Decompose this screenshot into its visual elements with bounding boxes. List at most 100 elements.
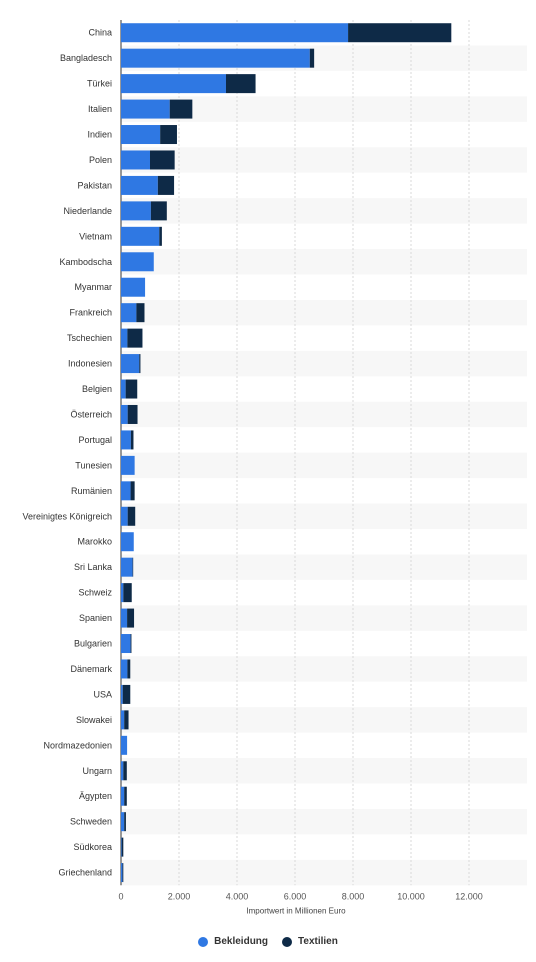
- bar-bekleidung[interactable]: [121, 506, 128, 526]
- bar-textilien[interactable]: [130, 634, 132, 654]
- bar-bekleidung[interactable]: [121, 812, 125, 832]
- bar-bekleidung[interactable]: [121, 74, 226, 94]
- bar-bekleidung[interactable]: [121, 532, 134, 552]
- bar-bekleidung[interactable]: [121, 557, 133, 577]
- bar-bekleidung[interactable]: [121, 303, 137, 323]
- row-band: [121, 707, 527, 733]
- bar-bekleidung[interactable]: [121, 252, 154, 272]
- x-tick-label: 8.000: [342, 891, 365, 901]
- bar-bekleidung[interactable]: [121, 277, 146, 297]
- bar-textilien[interactable]: [157, 175, 175, 195]
- bar-bekleidung[interactable]: [121, 659, 128, 679]
- bar-textilien[interactable]: [125, 379, 138, 399]
- row-band: [121, 605, 527, 631]
- row-band: [121, 503, 527, 529]
- bar-textilien[interactable]: [122, 863, 124, 883]
- category-label: Spanien: [79, 613, 112, 623]
- bar-bekleidung[interactable]: [121, 735, 128, 755]
- bar-textilien[interactable]: [139, 354, 141, 374]
- bar-textilien[interactable]: [130, 481, 135, 501]
- bar-textilien[interactable]: [123, 761, 127, 781]
- bar-textilien[interactable]: [121, 837, 124, 857]
- bar-bekleidung[interactable]: [121, 404, 128, 424]
- x-tick-label: 6.000: [284, 891, 307, 901]
- bar-textilien[interactable]: [124, 812, 126, 832]
- category-label: Sri Lanka: [74, 562, 112, 572]
- bar-textilien[interactable]: [127, 506, 136, 526]
- bar-textilien[interactable]: [123, 583, 132, 603]
- bar-bekleidung[interactable]: [121, 481, 131, 501]
- category-label: Niederlande: [63, 206, 112, 216]
- bar-textilien[interactable]: [130, 430, 134, 450]
- bar-textilien[interactable]: [160, 125, 177, 145]
- bar-textilien[interactable]: [127, 608, 135, 628]
- legend-item-textilien[interactable]: Textilien: [282, 936, 338, 947]
- bar-bekleidung[interactable]: [121, 455, 135, 475]
- category-label: Österreich: [70, 409, 112, 419]
- category-label: Slowakei: [76, 715, 112, 725]
- bar-bekleidung[interactable]: [121, 634, 131, 654]
- bar-textilien[interactable]: [348, 23, 452, 43]
- bar-bekleidung[interactable]: [121, 837, 122, 857]
- bar-textilien[interactable]: [132, 557, 134, 577]
- x-axis-title: Importwert in Millionen Euro: [246, 906, 346, 915]
- bar-textilien[interactable]: [159, 226, 162, 246]
- legend-marker-textilien: [282, 936, 293, 947]
- bar-textilien[interactable]: [169, 99, 193, 119]
- bar-textilien[interactable]: [150, 150, 175, 170]
- category-label: Nordmazedonien: [43, 740, 112, 750]
- bar-textilien[interactable]: [122, 684, 131, 704]
- bar-textilien[interactable]: [309, 48, 315, 68]
- row-band: [121, 452, 527, 479]
- category-label: Indonesien: [68, 359, 112, 369]
- bar-textilien[interactable]: [127, 659, 131, 679]
- category-label: Italien: [88, 104, 112, 114]
- row-band: [121, 554, 527, 580]
- bar-bekleidung[interactable]: [121, 863, 123, 883]
- bar-textilien[interactable]: [136, 303, 145, 323]
- bar-textilien[interactable]: [225, 74, 256, 94]
- x-tick-labels: 0 2.000 4.000 6.000 8.000 10.000 12.000: [118, 891, 482, 901]
- legend-item-bekleidung[interactable]: Bekleidung: [198, 936, 268, 947]
- category-label: Griechenland: [58, 868, 112, 878]
- row-band: [121, 350, 527, 377]
- bar-textilien[interactable]: [124, 786, 127, 806]
- bar-bekleidung[interactable]: [121, 684, 123, 704]
- bar-bekleidung[interactable]: [121, 379, 126, 399]
- x-tick-label: 2.000: [168, 891, 191, 901]
- category-label: Türkei: [87, 79, 112, 89]
- category-label: USA: [93, 689, 112, 699]
- bar-bekleidung[interactable]: [121, 583, 124, 603]
- bar-bekleidung[interactable]: [121, 175, 158, 195]
- category-label: Schweiz: [78, 588, 112, 598]
- bar-bekleidung[interactable]: [121, 201, 151, 221]
- legend-marker-bekleidung: [198, 936, 209, 947]
- category-label: China: [88, 28, 112, 38]
- category-label: Kambodscha: [59, 257, 112, 267]
- bar-bekleidung[interactable]: [121, 23, 349, 43]
- bar-bekleidung[interactable]: [121, 710, 125, 730]
- category-label: Südkorea: [73, 842, 112, 852]
- category-label: Tschechien: [67, 333, 112, 343]
- bar-bekleidung[interactable]: [121, 786, 125, 806]
- bar-textilien[interactable]: [127, 328, 143, 348]
- bar-bekleidung[interactable]: [121, 328, 128, 348]
- bar-textilien[interactable]: [124, 710, 129, 730]
- bar-bekleidung[interactable]: [121, 430, 131, 450]
- bar-bekleidung[interactable]: [121, 608, 128, 628]
- category-label: Pakistan: [77, 180, 112, 190]
- category-label: Schweden: [70, 817, 112, 827]
- category-label: Bangladesch: [60, 53, 112, 63]
- bar-bekleidung[interactable]: [121, 226, 160, 246]
- bar-bekleidung[interactable]: [121, 354, 140, 374]
- row-band: [121, 808, 527, 835]
- bar-bekleidung[interactable]: [121, 761, 124, 781]
- x-tick-label: 0: [118, 891, 123, 901]
- bar-textilien[interactable]: [150, 201, 167, 221]
- bar-textilien[interactable]: [127, 404, 138, 424]
- bar-bekleidung[interactable]: [121, 150, 150, 170]
- category-label: Rumänien: [71, 486, 112, 496]
- bar-bekleidung[interactable]: [121, 125, 161, 145]
- bar-bekleidung[interactable]: [121, 99, 170, 119]
- bar-bekleidung[interactable]: [121, 48, 310, 68]
